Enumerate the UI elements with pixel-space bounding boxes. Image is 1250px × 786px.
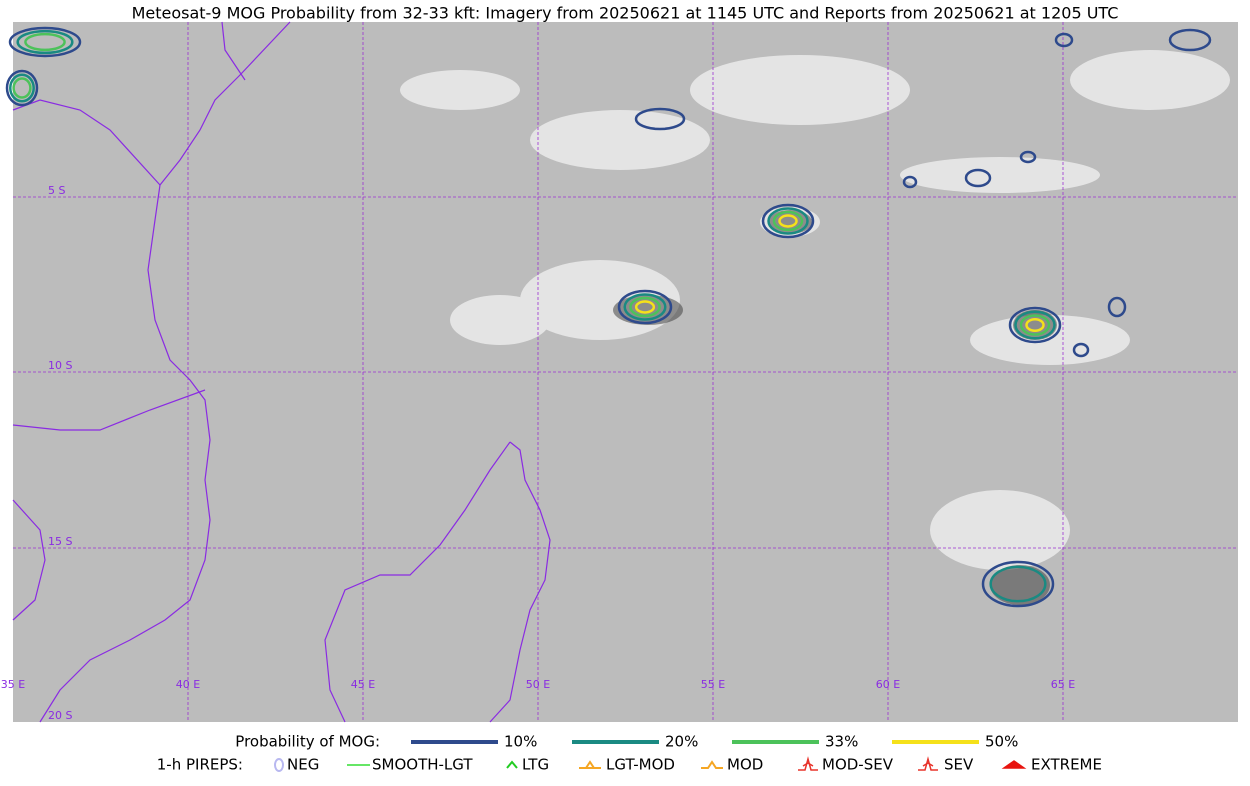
map: 5 S 10 S 15 S 20 S 35 E 40 E 45 E 50 E 55 E 60 E 6…: [1, 21, 1238, 723]
lon-label: 35 E: [1, 678, 25, 691]
legend-label: 33%: [825, 733, 858, 751]
lat-label: 15 S: [48, 535, 72, 548]
contour: [1025, 317, 1045, 333]
contour: [1072, 342, 1090, 358]
contour: [623, 293, 667, 321]
contour: [1054, 32, 1074, 48]
lat-label: 5 S: [48, 184, 65, 197]
pirep-symbol: [579, 760, 601, 769]
symbol: [579, 760, 601, 769]
symbol: [1001, 760, 1027, 769]
legend-label: 20%: [665, 733, 698, 751]
contour: [24, 32, 66, 52]
legend-label: 50%: [985, 733, 1018, 751]
border: [221, 21, 246, 81]
contour: [634, 300, 656, 314]
pirep-symbol: [506, 760, 518, 769]
symbol: [701, 760, 723, 769]
contour: [989, 565, 1047, 603]
contour: [902, 175, 918, 189]
contour: [9, 73, 35, 103]
contour: [8, 26, 82, 58]
contour: [629, 296, 661, 318]
lon-label: 55 E: [701, 678, 725, 691]
lon-label: 50 E: [526, 678, 550, 691]
contour: [772, 210, 804, 232]
contour: [5, 69, 39, 107]
contour: [617, 289, 673, 325]
legend-label: SMOOTH-LGT: [372, 756, 473, 774]
contour: [12, 77, 32, 99]
contour: [778, 214, 798, 228]
lon-label: 65 E: [1051, 678, 1075, 691]
lon-label: 45 E: [351, 678, 375, 691]
legend-label: SEV: [944, 756, 974, 774]
contour: [767, 207, 809, 235]
contour: [16, 29, 74, 55]
pirep-symbol: [1001, 760, 1027, 769]
symbol: [802, 762, 814, 767]
contour: [1019, 150, 1037, 164]
lat-label: 10 S: [48, 359, 72, 372]
legend-label: MOD: [727, 756, 763, 774]
border: [12, 499, 46, 621]
contour: [1168, 28, 1212, 52]
contour: [981, 560, 1055, 608]
lon-label: 40 E: [176, 678, 200, 691]
symbol: [506, 760, 518, 769]
graticule: [13, 22, 1238, 722]
title: Meteosat-9 MOG Probability from 32-33 kf…: [132, 4, 1119, 23]
contour: [1019, 314, 1051, 336]
symbol: [798, 756, 818, 771]
pirep-symbol: [701, 760, 723, 769]
madagascar: [324, 441, 551, 723]
lon-label: 60 E: [876, 678, 900, 691]
legend-label: LTG: [522, 756, 549, 774]
legend-label: EXTREME: [1031, 756, 1102, 774]
contour: [1107, 296, 1127, 318]
legend-label: MOD-SEV: [822, 756, 894, 774]
legend-label: LGT-MOD: [606, 756, 675, 774]
lat-label: 20 S: [48, 709, 72, 722]
symbol: [922, 762, 934, 767]
border: [12, 99, 161, 186]
legend: Probability of MOG: 1-h PIREPS: 10% 20% 33…: [157, 733, 1102, 774]
legend-title: 1-h PIREPS:: [157, 756, 243, 774]
legend-label: 10%: [504, 733, 537, 751]
coastline: [39, 21, 291, 723]
legend-label: NEG: [287, 756, 319, 774]
contour: [964, 168, 992, 188]
pirep-symbol: [918, 756, 938, 771]
contour: [1008, 306, 1062, 344]
pirep-symbol: [798, 756, 818, 771]
contour: [761, 203, 815, 239]
legend-title: Probability of MOG:: [235, 733, 380, 751]
pirep-symbol: [274, 758, 284, 772]
symbol: [918, 756, 938, 771]
probability-contours: [5, 26, 1212, 608]
grid-labels: 5 S 10 S 15 S 20 S 35 E 40 E 45 E 50 E 55 E 60 E 6…: [1, 184, 1075, 722]
contour: [1014, 310, 1056, 340]
contour: [634, 107, 686, 131]
coastlines: [12, 21, 551, 723]
border: [12, 389, 206, 431]
symbol: [274, 758, 284, 772]
